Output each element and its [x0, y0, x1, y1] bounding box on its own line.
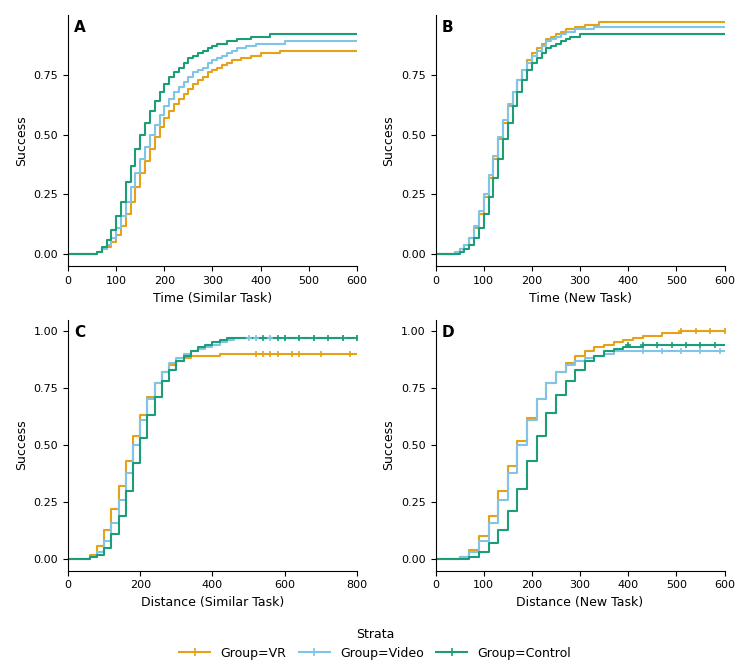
Text: A: A [74, 20, 86, 35]
X-axis label: Distance (Similar Task): Distance (Similar Task) [141, 596, 284, 609]
X-axis label: Time (Similar Task): Time (Similar Task) [153, 291, 272, 305]
Text: C: C [74, 325, 85, 340]
Y-axis label: Success: Success [382, 420, 395, 470]
Legend: Group=VR, Group=Video, Group=Control: Group=VR, Group=Video, Group=Control [174, 623, 576, 665]
Y-axis label: Success: Success [382, 115, 395, 166]
X-axis label: Distance (New Task): Distance (New Task) [517, 596, 644, 609]
Text: D: D [441, 325, 454, 340]
Y-axis label: Success: Success [15, 115, 28, 166]
Text: B: B [441, 20, 453, 35]
X-axis label: Time (New Task): Time (New Task) [529, 291, 632, 305]
Y-axis label: Success: Success [15, 420, 28, 470]
